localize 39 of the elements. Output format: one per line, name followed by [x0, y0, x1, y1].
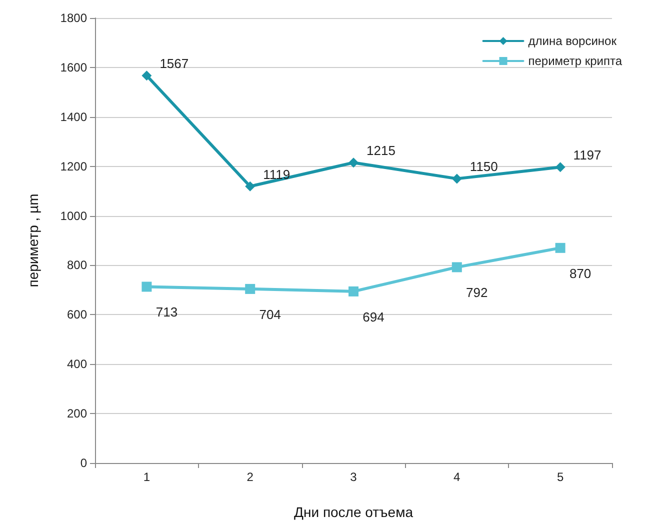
y-tick-label: 400 — [66, 357, 88, 372]
y-tick-label: 1000 — [60, 208, 88, 223]
data-label: 704 — [259, 306, 281, 322]
point — [452, 174, 462, 184]
data-label: 1215 — [366, 143, 396, 158]
x-tick-label: 2 — [246, 470, 254, 484]
y-tick-label: 600 — [66, 308, 88, 322]
point — [348, 158, 358, 168]
y-tick-label: 0 — [80, 456, 88, 470]
x-tick-label: 5 — [556, 470, 564, 484]
y-tick-label: 1800 — [60, 11, 88, 25]
y-tick-label: 800 — [66, 258, 88, 272]
data-label: 1119 — [263, 166, 290, 182]
y-tick-label: 1400 — [60, 110, 88, 124]
point — [245, 284, 256, 294]
data-label: 1567 — [160, 56, 189, 72]
y-tick-label: 200 — [66, 406, 88, 421]
point — [452, 262, 462, 272]
data-label: 792 — [466, 285, 488, 300]
x-tick-label: 4 — [454, 470, 461, 484]
y-tick-label: 1600 — [60, 60, 88, 74]
data-label: 1197 — [573, 148, 602, 163]
point — [245, 181, 256, 192]
point — [142, 282, 152, 292]
x-axis-title: Дни после отъема — [294, 504, 414, 520]
point — [555, 242, 566, 253]
point — [142, 70, 152, 81]
point — [348, 286, 358, 296]
x-tick-label: 3 — [350, 470, 358, 484]
point — [555, 162, 566, 172]
data-label: 870 — [569, 266, 592, 281]
data-label: 713 — [156, 304, 178, 320]
y-tick-label: 1200 — [60, 159, 88, 174]
x-tick-label: 1 — [143, 470, 150, 484]
legend-label: длина ворсинок — [528, 34, 618, 48]
y-axis-title: периметр , µm — [25, 194, 41, 288]
data-label: 1150 — [470, 159, 498, 174]
data-label: 694 — [362, 309, 384, 324]
legend-label: периметр крипта — [528, 54, 622, 68]
